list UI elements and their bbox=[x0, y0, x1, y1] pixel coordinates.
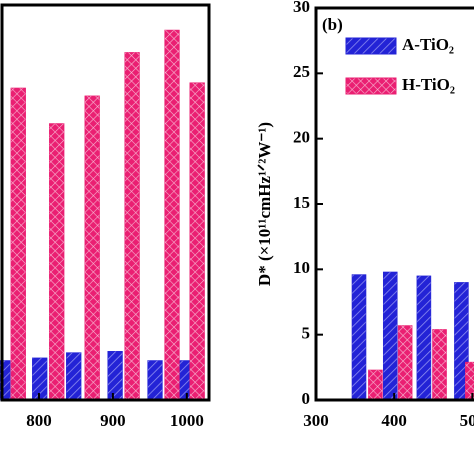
bar bbox=[351, 274, 367, 401]
bar bbox=[49, 123, 65, 401]
bar bbox=[147, 360, 163, 401]
x-tick-label: 800 bbox=[26, 411, 52, 430]
panel-label: (b) bbox=[322, 15, 343, 34]
bar bbox=[164, 29, 180, 401]
x-tick-label: 900 bbox=[100, 411, 126, 430]
y-tick-label: 0 bbox=[302, 389, 311, 408]
legend-swatch bbox=[345, 77, 397, 95]
y-tick-label: 15 bbox=[293, 193, 310, 212]
x-tick-label: 300 bbox=[303, 411, 329, 430]
x-tick-label: 1000 bbox=[170, 411, 204, 430]
bar bbox=[84, 95, 100, 401]
x-tick-label: 500 bbox=[460, 411, 474, 430]
y-tick-label: 20 bbox=[293, 128, 310, 147]
x-tick-label: 400 bbox=[381, 411, 407, 430]
bar bbox=[397, 325, 413, 401]
bar bbox=[107, 351, 123, 401]
y-tick-label: 30 bbox=[293, 0, 310, 16]
legend-label: A-TiO₂ bbox=[402, 35, 454, 54]
legend-swatch bbox=[345, 37, 397, 55]
bar bbox=[382, 271, 398, 401]
y-tick-label: 10 bbox=[293, 258, 310, 277]
legend-label: H-TiO₂ bbox=[402, 75, 455, 94]
y-axis-label: D* (×10¹¹cmHz¹ᐟ²W⁻¹) bbox=[255, 122, 274, 286]
bar bbox=[10, 87, 26, 401]
plot-frame bbox=[0, 3, 211, 402]
y-tick-label: 5 bbox=[302, 324, 311, 343]
bar bbox=[66, 352, 82, 401]
bar bbox=[416, 275, 432, 401]
bar bbox=[432, 329, 447, 401]
bar bbox=[124, 52, 140, 401]
bar bbox=[189, 82, 205, 401]
y-tick-label: 25 bbox=[293, 62, 310, 81]
bar bbox=[368, 369, 383, 401]
